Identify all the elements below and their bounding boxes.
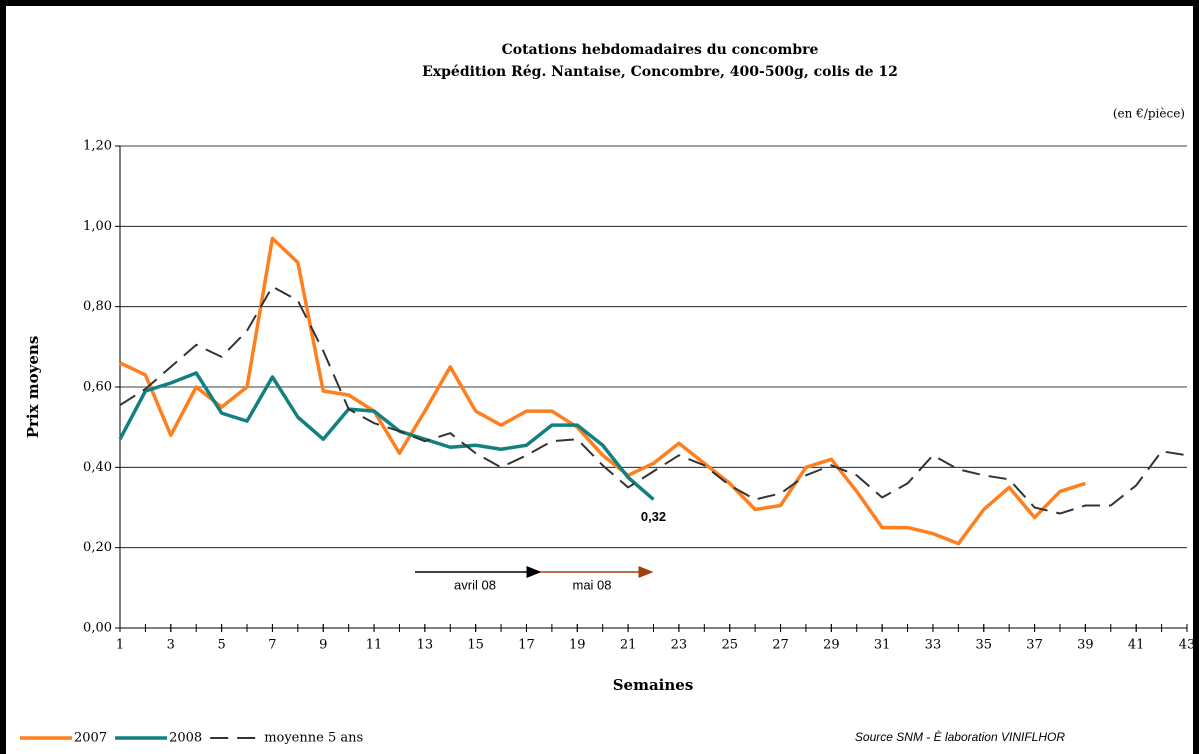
x-tick-label: 35 bbox=[975, 638, 992, 653]
data-label: 0,32 bbox=[641, 509, 666, 524]
x-tick-label: 11 bbox=[366, 638, 383, 653]
x-tick-label: 29 bbox=[823, 638, 840, 653]
y-tick-label: 0,40 bbox=[83, 460, 112, 475]
x-tick-label: 7 bbox=[268, 638, 276, 653]
legend-label: 2008 bbox=[169, 731, 202, 746]
y-tick-label: 0,80 bbox=[83, 299, 112, 314]
x-tick-label: 37 bbox=[1026, 638, 1043, 653]
y-axis-label: Prix moyens bbox=[24, 336, 42, 439]
x-tick-label: 5 bbox=[217, 638, 225, 653]
x-tick-label: 9 bbox=[319, 638, 327, 653]
x-tick-label: 19 bbox=[569, 638, 586, 653]
x-tick-label: 25 bbox=[721, 638, 738, 653]
x-tick-label: 43 bbox=[1179, 638, 1196, 653]
annotation: avril 08 bbox=[454, 577, 496, 592]
x-tick-label: 27 bbox=[772, 638, 789, 653]
x-tick-label: 13 bbox=[417, 638, 434, 653]
chart-title: Cotations hebdomadaires du concombre bbox=[502, 42, 819, 58]
x-tick-label: 31 bbox=[874, 638, 891, 653]
x-tick-label: 3 bbox=[167, 638, 175, 653]
legend-label: moyenne 5 ans bbox=[264, 731, 363, 746]
x-tick-label: 33 bbox=[925, 638, 942, 653]
x-tick-label: 17 bbox=[518, 638, 535, 653]
y-tick-label: 1,00 bbox=[83, 219, 112, 234]
y-tick-label: 0,00 bbox=[83, 621, 112, 636]
source: Source SNM - È laboration VINIFLHOR bbox=[855, 729, 1065, 744]
chart-subtitle: Expédition Rég. Nantaise, Concombre, 400… bbox=[422, 64, 898, 80]
x-tick-label: 21 bbox=[620, 638, 637, 653]
y-tick-label: 0,60 bbox=[83, 380, 112, 395]
unit-note: (en €/pièce) bbox=[1113, 107, 1185, 121]
annotation: mai 08 bbox=[572, 577, 611, 592]
x-tick-label: 41 bbox=[1128, 638, 1145, 653]
y-tick-label: 1,20 bbox=[83, 139, 112, 154]
x-tick-label: 1 bbox=[116, 638, 124, 653]
series-line bbox=[119, 236, 1086, 546]
series-line bbox=[118, 371, 655, 501]
x-tick-label: 39 bbox=[1077, 638, 1094, 653]
y-tick-label: 0,20 bbox=[83, 540, 112, 555]
series-line bbox=[119, 285, 1188, 515]
x-tick-label: 15 bbox=[467, 638, 484, 653]
x-tick-label: 23 bbox=[671, 638, 688, 653]
legend-label: 2007 bbox=[74, 731, 107, 746]
x-axis-label: Semaines bbox=[613, 676, 694, 694]
